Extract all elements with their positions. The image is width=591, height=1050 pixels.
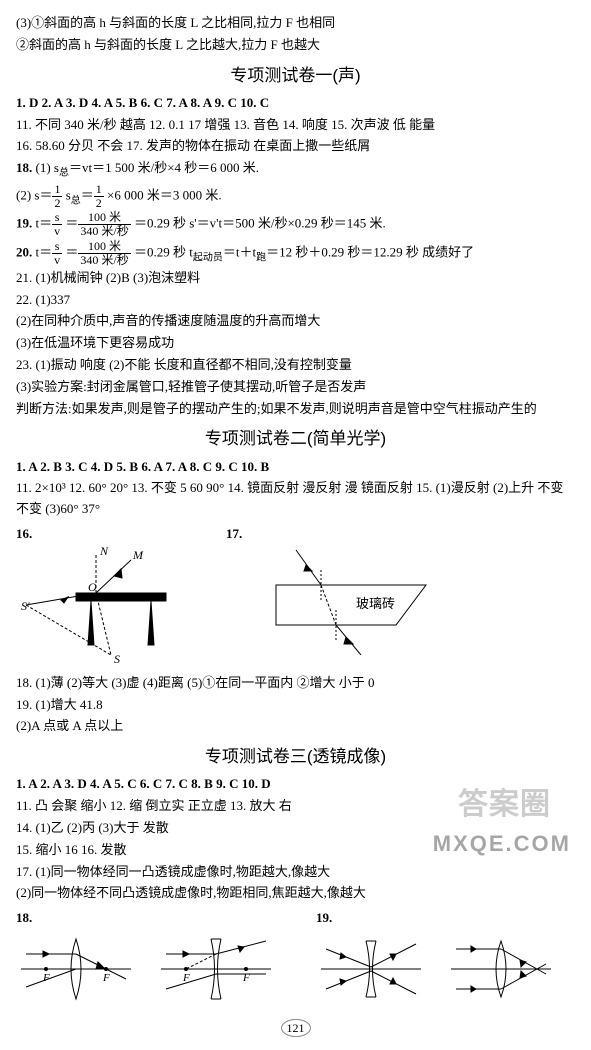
diagram19a-svg — [316, 929, 426, 1009]
F-label-4: F — [242, 972, 250, 984]
diagram19b-svg — [446, 929, 556, 1009]
intro-line-2: ②斜面的高 h 与斜面的长度 L 之比越大,拉力 F 也越大 — [16, 35, 575, 56]
diagram18b-svg: F F — [156, 929, 276, 1009]
sec2-l19: 19. (1)增大 41.8 — [16, 695, 575, 716]
F-label-2: F — [102, 972, 110, 984]
d19-label: 19. — [316, 910, 332, 925]
diagram-16: 16. S' S M — [16, 524, 186, 665]
sec1-l21: 21. (1)机械闹钟 (2)B (3)泡沫塑料 — [16, 268, 575, 289]
F-label-3: F — [182, 972, 190, 984]
diagram-18: 18. — [16, 908, 276, 1009]
sec1-l16: 16. 58.60 分贝 不会 17. 发声的物体在振动 在桌面上撒一些纸屑 — [16, 136, 575, 157]
label-S: S — [114, 652, 120, 665]
d17-label: 17. — [226, 526, 242, 541]
sec2-diagrams: 16. S' S M — [16, 524, 575, 665]
diagram-19: 19. — [316, 908, 556, 1009]
sec1-mc: 1. D 2. A 3. D 4. A 5. B 6. C 7. A 8. A … — [16, 93, 575, 114]
sec1-q19: 19. t＝sv ＝100 米340 米/秒 ＝0.29 秒 s'＝v't＝50… — [16, 211, 575, 238]
page-number: 121 — [16, 1019, 575, 1038]
section1-title: 专项测试卷一(声) — [16, 62, 575, 89]
diagram17-svg: 玻璃砖 — [226, 545, 446, 655]
F-label-1: F — [42, 972, 50, 984]
sec1-q18-1: 18. (1) s总＝vt＝1 500 米/秒×4 秒＝6 000 米. — [16, 158, 575, 182]
d16-label: 16. — [16, 526, 32, 541]
diagram18a-svg: F F — [16, 929, 136, 1009]
sec2-mc: 1. A 2. B 3. C 4. D 5. B 6. A 7. A 8. C … — [16, 457, 575, 478]
glass-label: 玻璃砖 — [356, 596, 395, 611]
sec1-l23-3: (3)实验方案:封闭金属管口,轻推管子使其摆动,听管子是否发声 — [16, 377, 575, 398]
intro-line-1: (3)①斜面的高 h 与斜面的长度 L 之比相同,拉力 F 也相同 — [16, 13, 575, 34]
sec1-l22-3: (3)在低温环境下更容易成功 — [16, 333, 575, 354]
label-N: N — [99, 545, 109, 558]
sec1-q20: 20. t＝sv ＝100 米340 米/秒 ＝0.29 秒 t起动员＝t＋t跑… — [16, 240, 575, 267]
sec3-l17: 17. (1)同一物体经同一凸透镜成虚像时,物距越大,像越大 — [16, 862, 575, 883]
q18-label: 18. — [16, 160, 32, 175]
label-M: M — [132, 548, 144, 562]
sec1-l22: 22. (1)337 — [16, 290, 575, 311]
sec1-l22-2: (2)在同种介质中,声音的传播速度随温度的升高而增大 — [16, 311, 575, 332]
label-O: O — [88, 580, 97, 594]
sec2-l19-2: (2)A 点或 A 点以上 — [16, 716, 575, 737]
diagram-17: 17. 玻璃砖 — [226, 524, 446, 655]
sec1-q18-2: (2) s＝12 s总＝12 ×6 000 米＝3 000 米. — [16, 183, 575, 210]
watermark-cn: 答案圈 — [458, 781, 551, 829]
watermark-url: MXQE.COM — [433, 826, 571, 861]
section3-title: 专项测试卷三(透镜成像) — [16, 743, 575, 770]
section2-title: 专项测试卷二(简单光学) — [16, 425, 575, 452]
sec3-l17-2: (2)同一物体经不同凸透镜成虚像时,物距相同,焦距越大,像越大 — [16, 883, 575, 904]
sec1-l23-4: 判断方法:如果发声,则是管子的摆动产生的;如果不发声,则说明声音是管中空气柱振动… — [16, 399, 575, 420]
sec1-l23: 23. (1)振动 响度 (2)不能 长度和直径都不相同,没有控制变量 — [16, 355, 575, 376]
sec2-l18: 18. (1)薄 (2)等大 (3)虚 (4)距离 (5)①在同一平面内 ②增大… — [16, 673, 575, 694]
label-Sp: S' — [21, 599, 30, 613]
sec3-diagrams: 18. — [16, 908, 575, 1009]
sec1-l11: 11. 不同 340 米/秒 越高 12. 0.1 17 增强 13. 音色 1… — [16, 115, 575, 136]
diagram16-svg: S' S M O N — [16, 545, 186, 665]
sec2-l11: 11. 2×10³ 12. 60° 20° 13. 不变 5 60 90° 14… — [16, 478, 575, 520]
d18-label: 18. — [16, 910, 32, 925]
